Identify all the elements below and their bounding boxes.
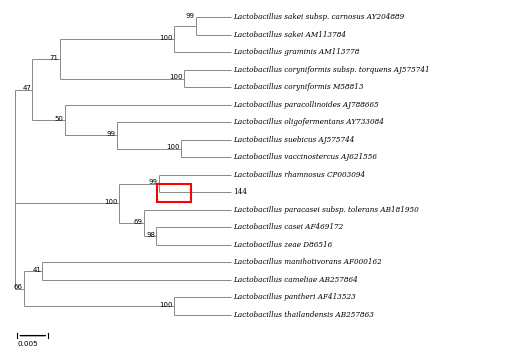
Text: Lactobacillus thailandensis AB257863: Lactobacillus thailandensis AB257863 (233, 311, 373, 319)
Text: 99: 99 (107, 131, 116, 137)
Text: Lactobacillus rhamnosus CP003094: Lactobacillus rhamnosus CP003094 (233, 171, 365, 179)
Text: 69: 69 (134, 219, 142, 225)
Text: 144: 144 (233, 189, 246, 196)
Text: Lactobacillus coryniformis subsp. torquens AJ575741: Lactobacillus coryniformis subsp. torque… (233, 66, 429, 74)
Text: 0.005: 0.005 (17, 341, 38, 347)
Text: Lactobacillus suebicus AJ575744: Lactobacillus suebicus AJ575744 (233, 136, 354, 144)
Bar (157, 184, 191, 202)
Text: Lactobacillus paracasei subsp. tolerans AB181950: Lactobacillus paracasei subsp. tolerans … (233, 206, 418, 214)
Text: 47: 47 (22, 85, 31, 91)
Text: Lactobacillus cameliae AB257864: Lactobacillus cameliae AB257864 (233, 276, 357, 284)
Text: Lactobacillus casei AF469172: Lactobacillus casei AF469172 (233, 223, 343, 231)
Text: 99: 99 (186, 13, 194, 19)
Text: 98: 98 (146, 232, 155, 238)
Text: 100: 100 (105, 199, 118, 205)
Text: Lactobacillus sakei subsp. carnosus AY204889: Lactobacillus sakei subsp. carnosus AY20… (233, 13, 403, 22)
Text: Lactobacillus coryniformis M58813: Lactobacillus coryniformis M58813 (233, 83, 363, 91)
Text: Lactobacillus graminis AM113778: Lactobacillus graminis AM113778 (233, 48, 359, 56)
Text: 100: 100 (169, 74, 182, 80)
Text: Lactobacillus oligofermentans AY733084: Lactobacillus oligofermentans AY733084 (233, 118, 383, 126)
Text: Lactobacillus paracollinoides AJ788665: Lactobacillus paracollinoides AJ788665 (233, 101, 378, 109)
Text: 66: 66 (14, 285, 23, 291)
Text: Lactobacillus vaccinostercus AJ621556: Lactobacillus vaccinostercus AJ621556 (233, 153, 376, 161)
Text: Lactobacillus pantheri AF413523: Lactobacillus pantheri AF413523 (233, 293, 355, 301)
Text: 71: 71 (49, 55, 59, 61)
Text: 100: 100 (166, 144, 180, 150)
Text: Lactobacillus sakei AM113784: Lactobacillus sakei AM113784 (233, 31, 345, 39)
Text: 41: 41 (32, 267, 41, 273)
Text: 50: 50 (55, 116, 64, 122)
Text: 100: 100 (159, 35, 172, 41)
Text: Lactobacillus manihotivorans AF000162: Lactobacillus manihotivorans AF000162 (233, 258, 381, 267)
Text: 100: 100 (159, 302, 172, 308)
Text: 99: 99 (148, 179, 158, 185)
Text: Lactobacillus zeae D86516: Lactobacillus zeae D86516 (233, 241, 332, 249)
